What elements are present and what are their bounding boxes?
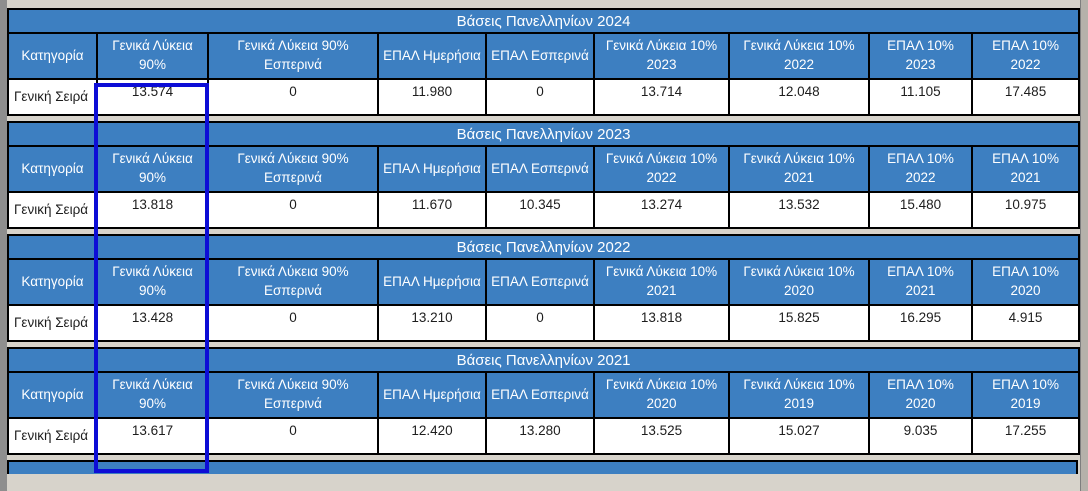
col-header-epal-10-a: ΕΠΑΛ 10% 2023: [868, 32, 973, 80]
cell-value: 0: [207, 417, 379, 455]
cell-value: 11.980: [377, 78, 487, 116]
table-row: Γενική Σειρά 13.428 0 13.210 0 13.818 15…: [7, 304, 1081, 342]
col-header-gel-90: Γενικά Λύκεια 90%: [96, 145, 209, 193]
col-header-epal-imerisia: ΕΠΑΛ Ημερήσια: [377, 145, 487, 193]
cell-value: 12.048: [728, 78, 870, 116]
col-header-epal-esperina: ΕΠΑΛ Εσπερινά: [485, 145, 595, 193]
col-header-epal-10-b: ΕΠΑΛ 10% 2020: [970, 258, 1081, 306]
cell-value: 17.255: [970, 417, 1081, 455]
header-row: Κατηγορία Γενικά Λύκεια 90% Γενικά Λύκει…: [7, 258, 1081, 306]
cell-value: 0: [485, 78, 595, 116]
cell-value: 0: [207, 191, 379, 229]
table-row: Γενική Σειρά 13.818 0 11.670 10.345 13.2…: [7, 191, 1081, 229]
header-row: Κατηγορία Γενικά Λύκεια 90% Γενικά Λύκει…: [7, 145, 1081, 193]
row-label: Γενική Σειρά: [7, 304, 98, 342]
col-header-gel-90-esp: Γενικά Λύκεια 90% Εσπερινά: [207, 145, 379, 193]
bases-table-2021: Βάσεις Πανελληνίων 2021 Κατηγορία Γενικά…: [6, 347, 1081, 455]
cell-value: 13.274: [593, 191, 730, 229]
col-header-gel-10-b: Γενικά Λύκεια 10% 2021: [728, 145, 870, 193]
cell-value: 0: [207, 304, 379, 342]
left-page-edge: [0, 0, 7, 491]
col-header-gel-10-b: Γενικά Λύκεια 10% 2022: [728, 32, 870, 80]
col-header-epal-10-a: ΕΠΑΛ 10% 2021: [868, 258, 973, 306]
col-header-epal-esperina: ΕΠΑΛ Εσπερινά: [485, 258, 595, 306]
cell-value: 12.420: [377, 417, 487, 455]
cell-value: 13.532: [728, 191, 870, 229]
col-header-gel-10-a: Γενικά Λύκεια 10% 2023: [593, 32, 730, 80]
cell-value: 13.818: [96, 191, 209, 229]
col-header-category: Κατηγορία: [7, 145, 98, 193]
header-row: Κατηγορία Γενικά Λύκεια 90% Γενικά Λύκει…: [7, 371, 1081, 419]
col-header-category: Κατηγορία: [7, 32, 98, 80]
header-row: Κατηγορία Γενικά Λύκεια 90% Γενικά Λύκει…: [7, 32, 1081, 80]
col-header-epal-imerisia: ΕΠΑΛ Ημερήσια: [377, 371, 487, 419]
table-title: Βάσεις Πανελληνίων 2021: [6, 347, 1081, 373]
tables-area: Βάσεις Πανελληνίων 2024 Κατηγορία Γενικά…: [6, 0, 1081, 491]
col-header-gel-10-a: Γενικά Λύκεια 10% 2020: [593, 371, 730, 419]
cell-value: 0: [207, 78, 379, 116]
cell-value: 10.975: [970, 191, 1081, 229]
cell-value: 4.915: [970, 304, 1081, 342]
col-header-category: Κατηγορία: [7, 371, 98, 419]
row-label: Γενική Σειρά: [7, 78, 98, 116]
col-header-epal-10-a: ΕΠΑΛ 10% 2022: [868, 145, 973, 193]
bases-table-2024: Βάσεις Πανελληνίων 2024 Κατηγορία Γενικά…: [6, 8, 1081, 116]
table-row: Γενική Σειρά 13.617 0 12.420 13.280 13.5…: [7, 417, 1081, 455]
cell-value: 15.027: [728, 417, 870, 455]
col-header-gel-10-b: Γενικά Λύκεια 10% 2019: [728, 371, 870, 419]
col-header-gel-90-esp: Γενικά Λύκεια 90% Εσπερινά: [207, 371, 379, 419]
cell-value: 11.670: [377, 191, 487, 229]
col-header-gel-10-a: Γενικά Λύκεια 10% 2021: [593, 258, 730, 306]
table-title: Βάσεις Πανελληνίων 2024: [6, 8, 1081, 34]
col-header-epal-10-b: ΕΠΑΛ 10% 2021: [970, 145, 1081, 193]
col-header-gel-90: Γενικά Λύκεια 90%: [96, 258, 209, 306]
row-label: Γενική Σειρά: [7, 191, 98, 229]
cell-value: 13.525: [593, 417, 730, 455]
cell-value: 10.345: [485, 191, 595, 229]
col-header-epal-esperina: ΕΠΑΛ Εσπερινά: [485, 32, 595, 80]
col-header-epal-imerisia: ΕΠΑΛ Ημερήσια: [377, 258, 487, 306]
row-label: Γενική Σειρά: [7, 417, 98, 455]
cell-value: 13.714: [593, 78, 730, 116]
cell-value: 13.574: [96, 78, 209, 116]
next-table-title-bar-partial: [7, 460, 1078, 474]
col-header-epal-10-b: ΕΠΑΛ 10% 2022: [970, 32, 1081, 80]
col-header-epal-10-a: ΕΠΑΛ 10% 2020: [868, 371, 973, 419]
right-page-edge: [1080, 0, 1088, 491]
cell-value: 9.035: [868, 417, 973, 455]
cell-value: 17.485: [970, 78, 1081, 116]
cell-value: 0: [485, 304, 595, 342]
col-header-gel-90: Γενικά Λύκεια 90%: [96, 371, 209, 419]
table-title: Βάσεις Πανελληνίων 2022: [6, 234, 1081, 260]
col-header-gel-10-a: Γενικά Λύκεια 10% 2022: [593, 145, 730, 193]
cell-value: 13.210: [377, 304, 487, 342]
col-header-category: Κατηγορία: [7, 258, 98, 306]
cell-value: 13.280: [485, 417, 595, 455]
bases-table-2023: Βάσεις Πανελληνίων 2023 Κατηγορία Γενικά…: [6, 121, 1081, 229]
col-header-gel-90-esp: Γενικά Λύκεια 90% Εσπερινά: [207, 258, 379, 306]
cell-value: 15.480: [868, 191, 973, 229]
table-row: Γενική Σειρά 13.574 0 11.980 0 13.714 12…: [7, 78, 1081, 116]
col-header-epal-10-b: ΕΠΑΛ 10% 2019: [970, 371, 1081, 419]
col-header-epal-imerisia: ΕΠΑΛ Ημερήσια: [377, 32, 487, 80]
cell-value: 11.105: [868, 78, 973, 116]
cell-value: 13.428: [96, 304, 209, 342]
table-title: Βάσεις Πανελληνίων 2023: [6, 121, 1081, 147]
col-header-epal-esperina: ΕΠΑΛ Εσπερινά: [485, 371, 595, 419]
bases-table-2022: Βάσεις Πανελληνίων 2022 Κατηγορία Γενικά…: [6, 234, 1081, 342]
cell-value: 13.617: [96, 417, 209, 455]
col-header-gel-10-b: Γενικά Λύκεια 10% 2020: [728, 258, 870, 306]
cell-value: 16.295: [868, 304, 973, 342]
col-header-gel-90: Γενικά Λύκεια 90%: [96, 32, 209, 80]
col-header-gel-90-esp: Γενικά Λύκεια 90% Εσπερινά: [207, 32, 379, 80]
cell-value: 13.818: [593, 304, 730, 342]
cell-value: 15.825: [728, 304, 870, 342]
